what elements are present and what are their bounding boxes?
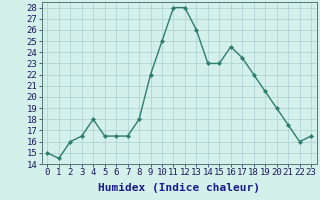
X-axis label: Humidex (Indice chaleur): Humidex (Indice chaleur) bbox=[98, 183, 260, 193]
